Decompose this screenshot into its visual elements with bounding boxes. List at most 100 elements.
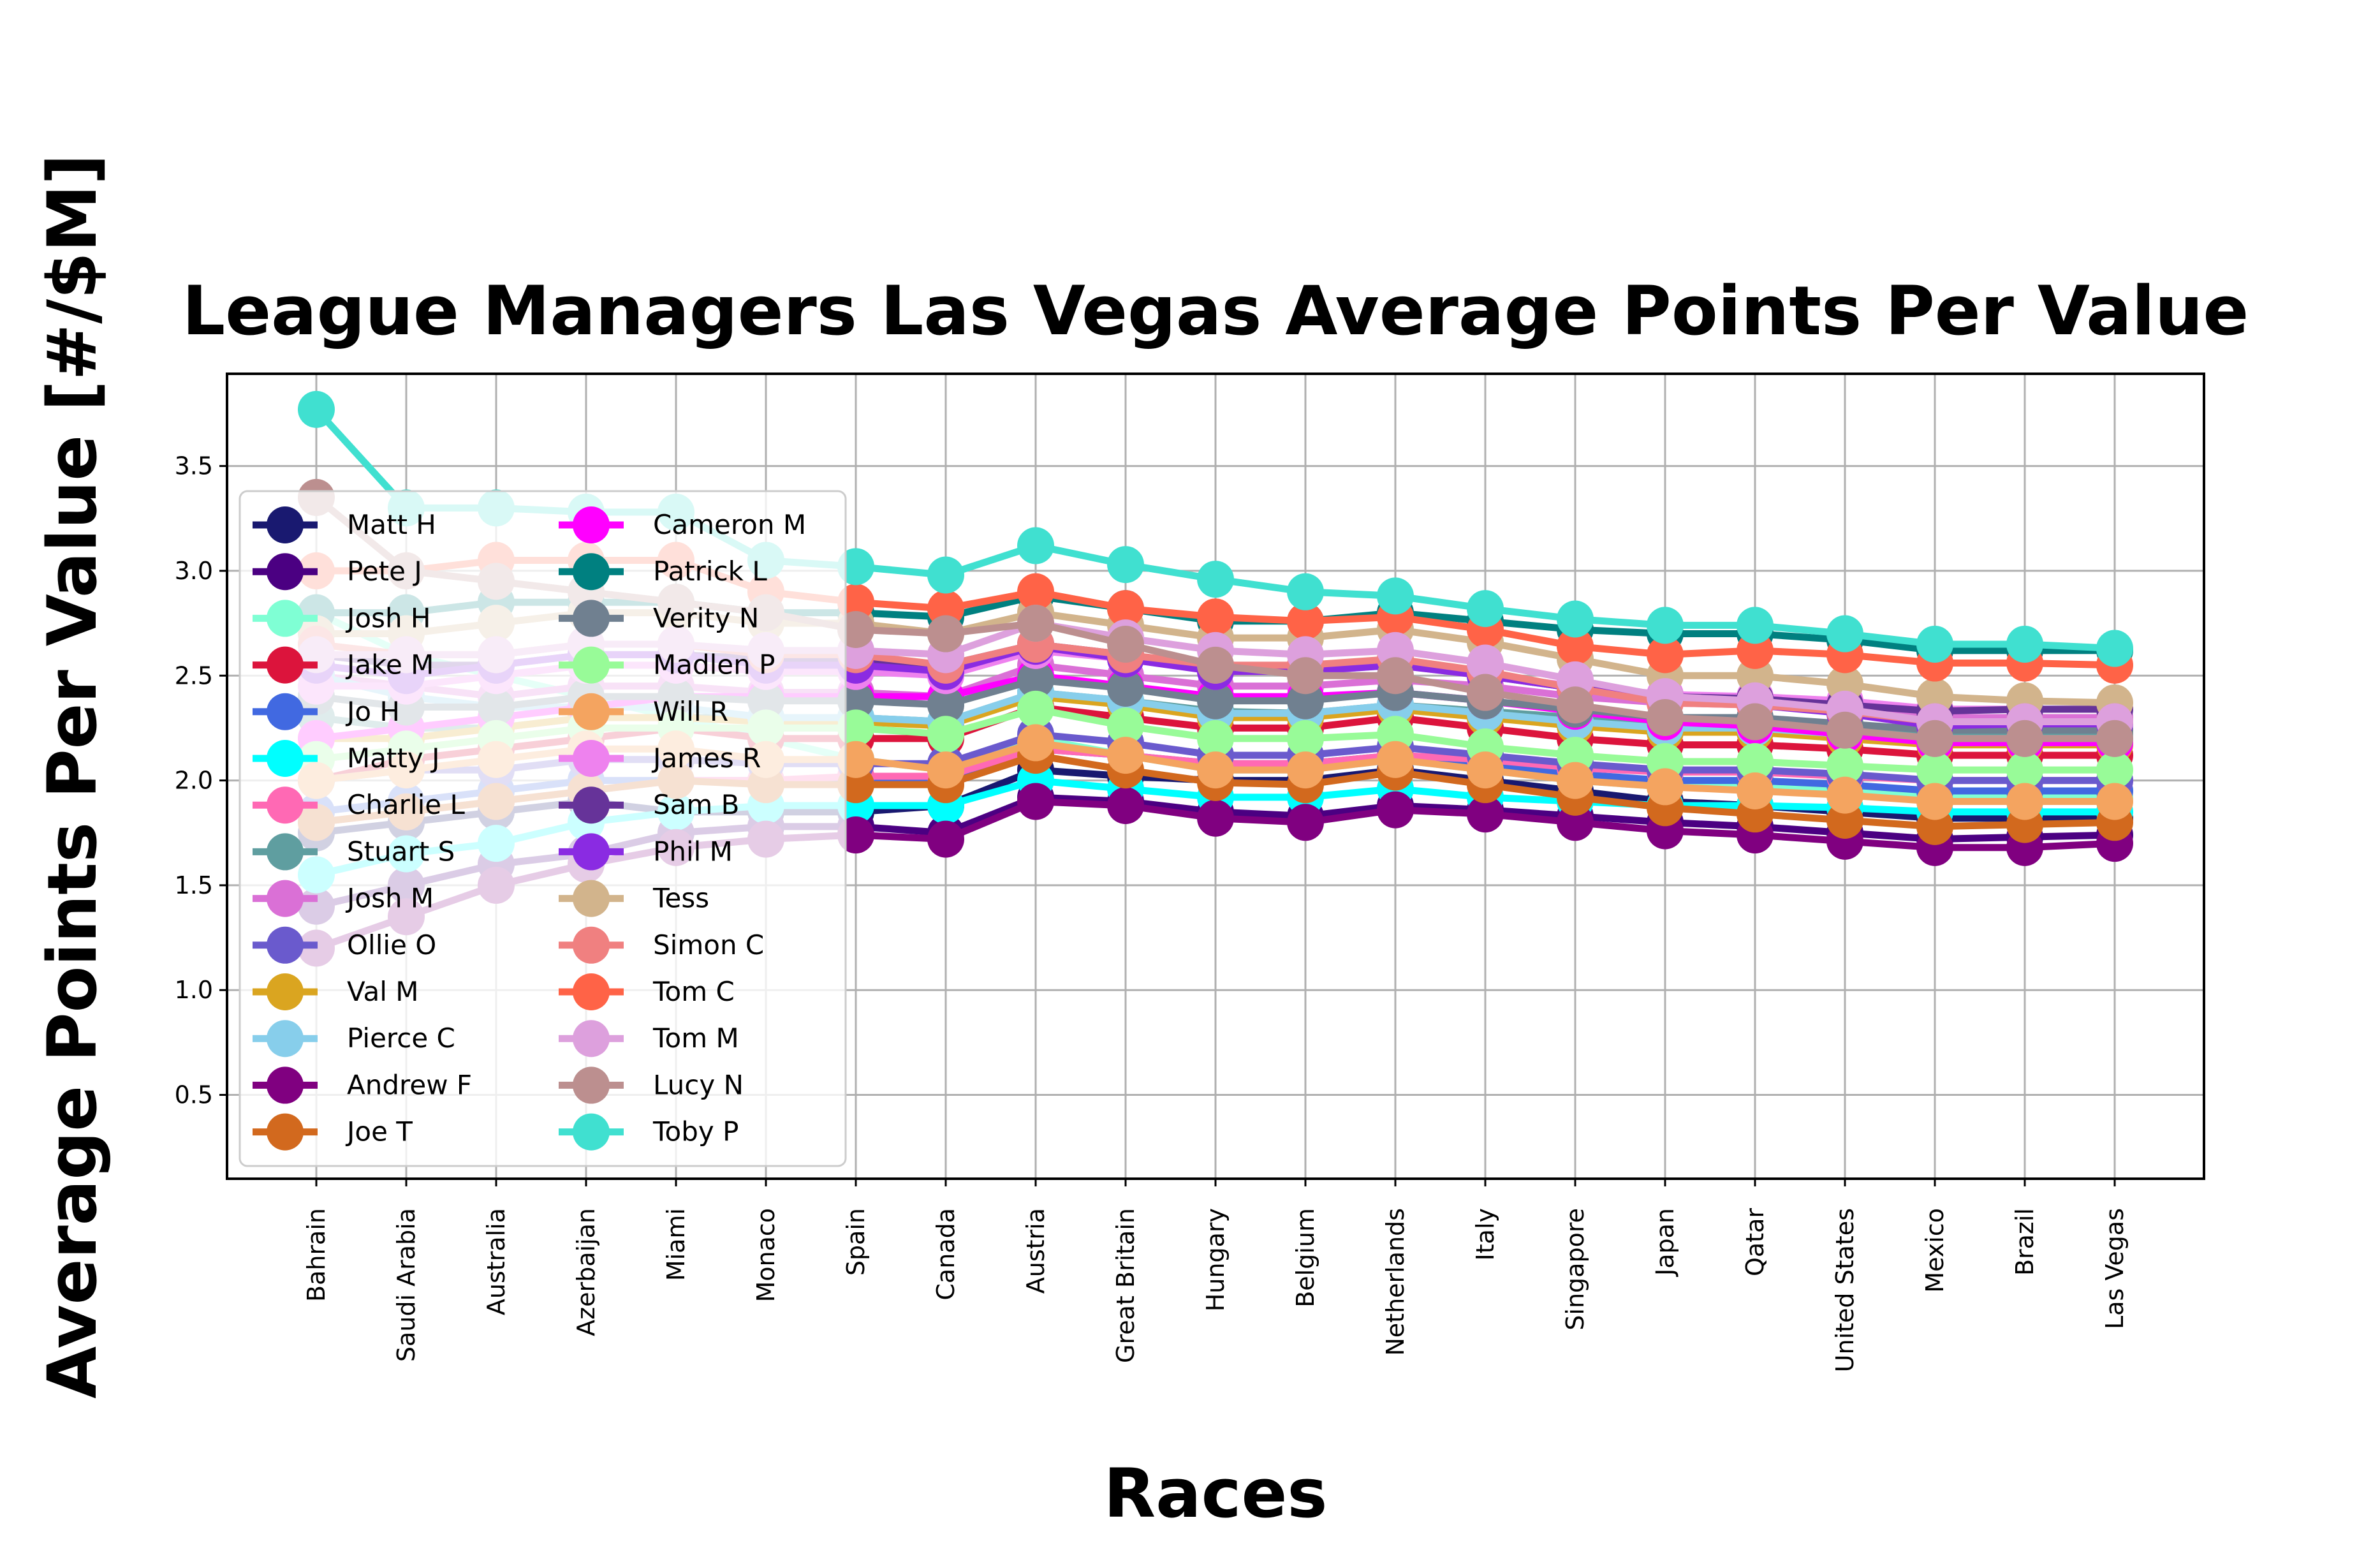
data-point <box>1017 573 1054 610</box>
data-point <box>1197 646 1234 684</box>
legend-label: Sam B <box>653 789 739 820</box>
x-tick-label: United States <box>1831 1208 1859 1372</box>
data-point <box>1197 561 1234 598</box>
data-point <box>1197 682 1234 719</box>
legend-label: Pete J <box>347 556 422 587</box>
data-point <box>1287 719 1324 757</box>
data-point <box>2006 719 2043 757</box>
data-point <box>1467 674 1504 711</box>
legend-item: Matty J <box>253 740 440 777</box>
x-tick-label: Singapore <box>1561 1208 1589 1331</box>
legend-marker <box>573 553 610 591</box>
legend-item: Verity N <box>559 600 759 637</box>
legend-marker <box>573 740 610 777</box>
legend-marker <box>573 693 610 730</box>
y-tick-label: 2.0 <box>175 767 213 795</box>
data-point <box>1826 747 1863 785</box>
legend-item: Ollie O <box>253 926 436 964</box>
y-axis-ticks: 0.5 1.0 1.5 2.0 2.5 3.0 3.5 <box>175 452 227 1109</box>
legend-item: Jo H <box>253 693 400 730</box>
legend-marker <box>267 926 304 964</box>
legend-marker <box>267 1113 304 1151</box>
data-point <box>1557 762 1594 799</box>
legend-item: James R <box>559 740 761 777</box>
y-tick-label: 0.5 <box>175 1081 213 1109</box>
data-point <box>1017 724 1054 762</box>
legend-item: Phil M <box>559 833 733 871</box>
legend-marker <box>573 600 610 637</box>
legend-marker <box>573 1113 610 1151</box>
legend-item: Joe T <box>253 1113 413 1151</box>
x-tick-label: Saudi Arabia <box>392 1208 420 1362</box>
legend-marker <box>267 880 304 917</box>
data-point <box>927 615 964 653</box>
x-tick-label: Spain <box>842 1208 870 1276</box>
data-point <box>1287 657 1324 695</box>
data-point <box>1647 698 1684 736</box>
data-point <box>1107 707 1144 745</box>
legend-item: Tess <box>559 880 709 917</box>
data-point <box>2006 783 2043 820</box>
legend-label: Jo H <box>345 696 400 727</box>
data-point <box>1107 787 1144 825</box>
legend-marker <box>573 1066 610 1104</box>
legend-marker <box>573 1020 610 1058</box>
data-point <box>1826 615 1863 653</box>
data-point <box>1377 791 1414 829</box>
legend-marker <box>267 553 304 591</box>
data-point <box>1467 590 1504 628</box>
legend-item: Val M <box>253 973 418 1010</box>
data-point <box>1916 625 1953 663</box>
legend-item: Pete J <box>253 553 422 591</box>
legend-label: Patrick L <box>653 556 767 587</box>
x-tick-label: Monaco <box>752 1208 780 1302</box>
x-tick-label: Las Vegas <box>2101 1208 2129 1329</box>
chart-title: League Managers Las Vegas Average Points… <box>182 272 2249 350</box>
legend-label: Val M <box>347 976 418 1007</box>
legend-label: Andrew F <box>347 1069 472 1100</box>
legend-label: Jake M <box>345 649 434 681</box>
legend-item: Charlie L <box>253 786 465 824</box>
legend-marker <box>573 786 610 824</box>
legend-item: Patrick L <box>559 553 767 591</box>
legend-label: Charlie L <box>347 789 465 820</box>
legend-item: Toby P <box>559 1113 738 1151</box>
y-tick-label: 1.5 <box>175 871 213 899</box>
legend-item: Madlen P <box>559 646 775 684</box>
legend-marker <box>573 880 610 917</box>
data-point <box>1557 600 1594 638</box>
data-point <box>2096 783 2133 820</box>
legend-label: Verity N <box>653 602 759 633</box>
data-point <box>1826 776 1863 814</box>
legend-label: Phil M <box>653 836 733 867</box>
data-point <box>1287 573 1324 610</box>
legend-label: Pierce C <box>347 1022 455 1054</box>
data-point <box>1017 605 1054 642</box>
x-axis-ticks: Bahrain Saudi Arabia Australia Azerbaijan Mi… <box>302 1179 2129 1372</box>
legend-box <box>239 490 847 1167</box>
data-point <box>1287 751 1324 789</box>
legend-label: Cameron M <box>653 509 806 540</box>
data-point <box>1467 644 1504 682</box>
data-point <box>1557 628 1594 665</box>
data-point <box>1467 795 1504 833</box>
data-point <box>1197 598 1234 636</box>
data-point <box>1107 590 1144 628</box>
legend-marker <box>267 1066 304 1104</box>
legend-marker <box>267 973 304 1010</box>
legend-marker <box>267 1020 304 1058</box>
legend-marker <box>267 600 304 637</box>
data-point <box>1557 686 1594 724</box>
data-point <box>927 686 964 724</box>
data-point <box>1287 804 1324 841</box>
legend-label: Stuart S <box>347 836 455 867</box>
legend-label: Will R <box>653 696 728 727</box>
legend-marker <box>573 833 610 871</box>
data-point <box>1737 742 1774 780</box>
legend-item: Sam B <box>559 786 739 824</box>
data-point <box>1197 751 1234 789</box>
data-point <box>927 556 964 594</box>
data-point <box>1826 711 1863 749</box>
legend-item: Matt H <box>253 506 436 543</box>
